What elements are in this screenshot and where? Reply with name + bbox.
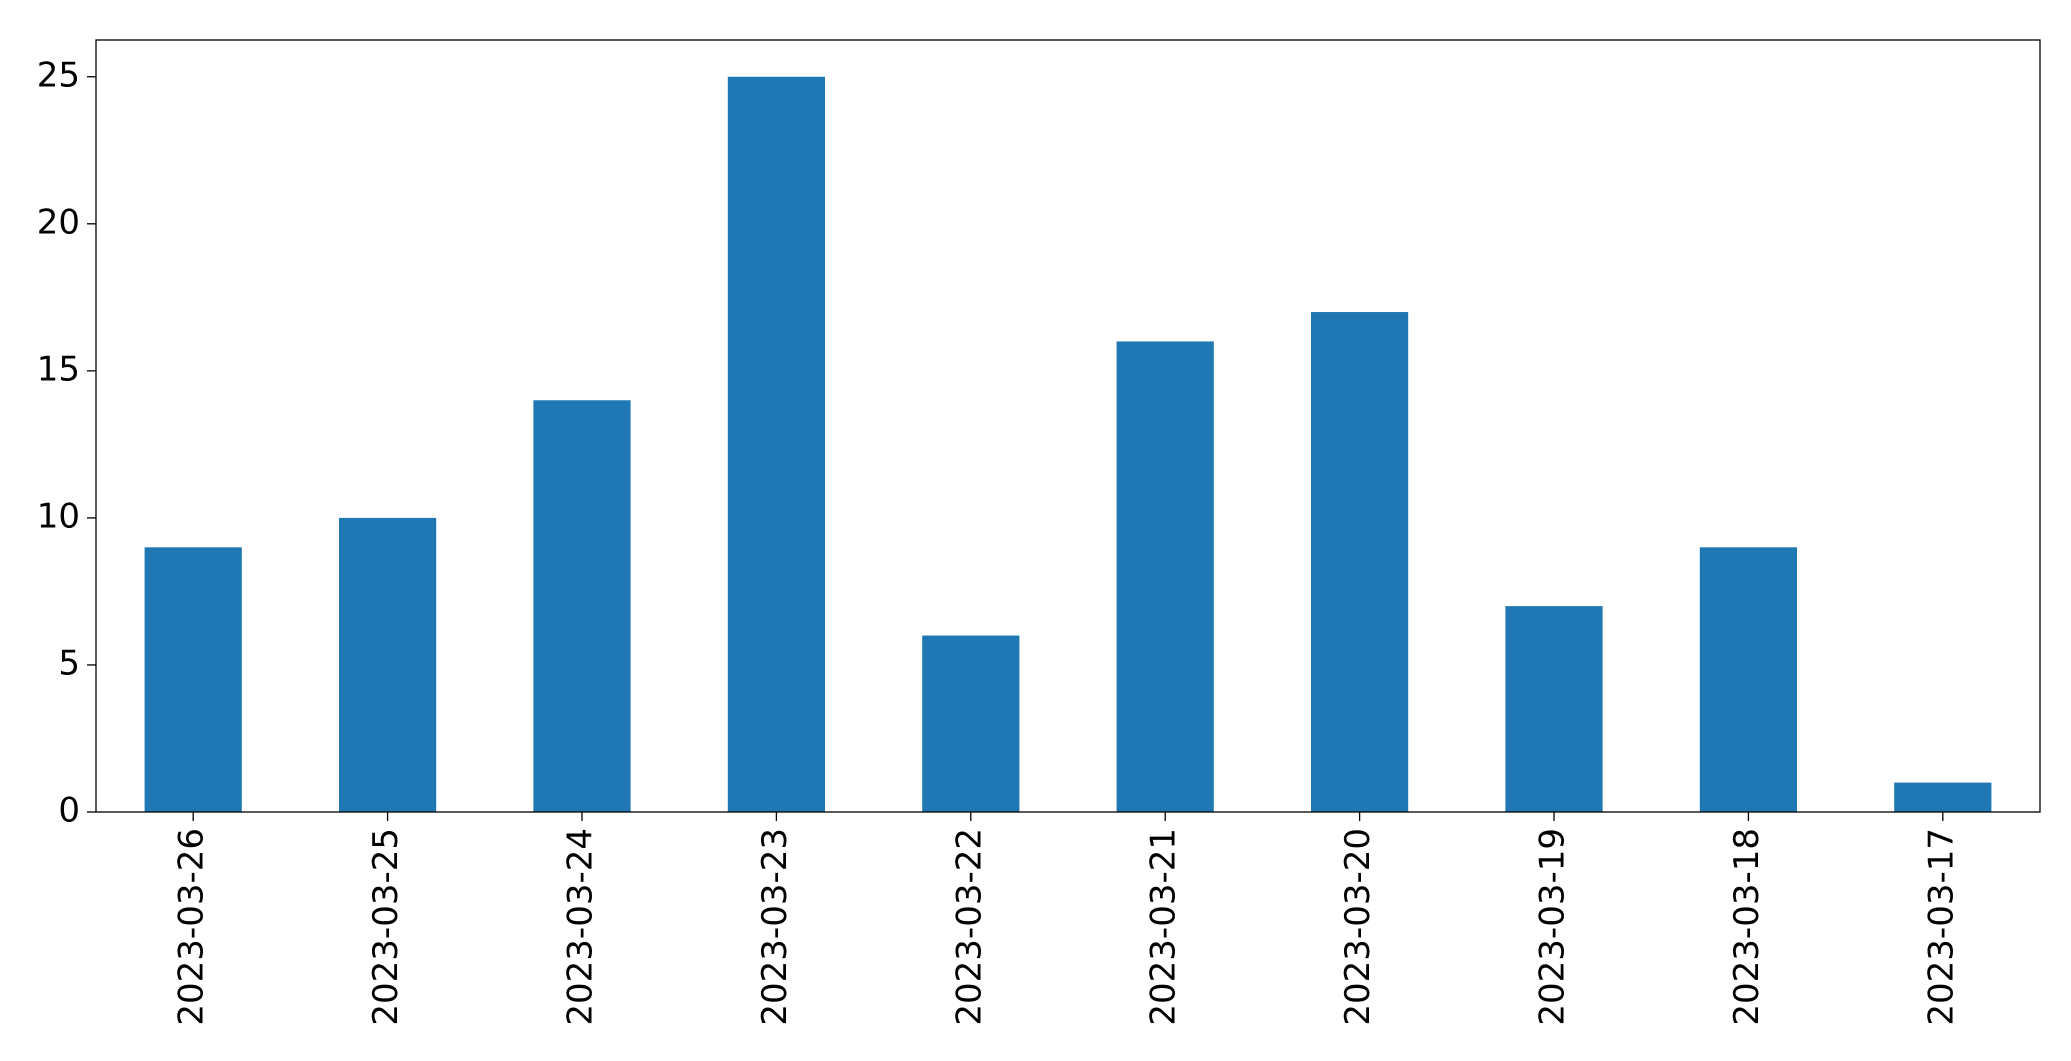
bar <box>727 76 825 812</box>
x-tick-label: 2023-03-18 <box>1727 828 1767 1026</box>
bar <box>533 400 631 812</box>
bar <box>922 635 1020 812</box>
x-tick-label: 2023-03-24 <box>561 828 601 1026</box>
y-tick-label: 25 <box>37 55 80 95</box>
x-tick-label: 2023-03-20 <box>1338 828 1378 1026</box>
y-tick-label: 20 <box>37 202 80 242</box>
y-tick-label: 10 <box>37 496 80 536</box>
x-tick-label: 2023-03-23 <box>755 828 795 1026</box>
bar <box>1311 312 1409 812</box>
x-tick-label: 2023-03-26 <box>172 828 212 1026</box>
y-tick-label: 5 <box>58 643 80 683</box>
bar <box>1699 547 1797 812</box>
bar <box>1894 782 1992 812</box>
x-tick-label: 2023-03-21 <box>1144 828 1184 1026</box>
x-tick-label: 2023-03-19 <box>1533 828 1573 1026</box>
plot-frame <box>95 39 2041 813</box>
bar <box>144 547 242 812</box>
bar <box>339 517 437 812</box>
x-tick-label: 2023-03-25 <box>366 828 406 1026</box>
bar <box>1505 606 1603 812</box>
x-tick-label: 2023-03-17 <box>1921 828 1961 1026</box>
bar <box>1116 341 1214 812</box>
x-tick-label: 2023-03-22 <box>949 828 989 1026</box>
y-tick-label: 15 <box>37 349 80 389</box>
y-tick-label: 0 <box>58 791 80 831</box>
